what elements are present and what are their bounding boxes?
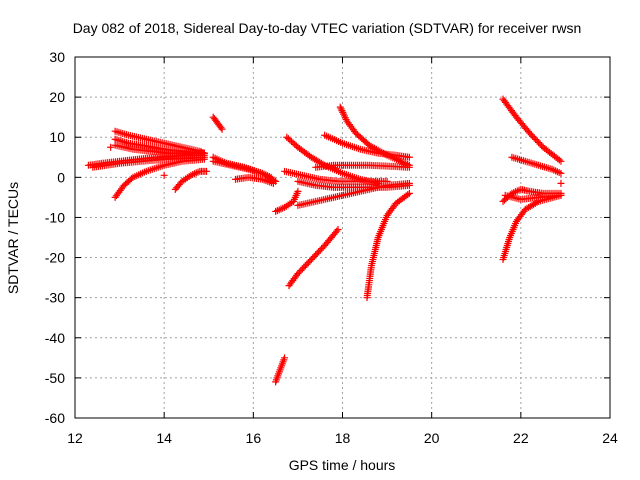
data-point	[557, 179, 565, 187]
data-point	[527, 131, 535, 139]
series-arc-14	[281, 167, 391, 185]
y-tick-label: 20	[49, 89, 65, 105]
series-arc-20	[272, 354, 289, 386]
data-point	[301, 262, 309, 270]
data-point	[107, 143, 115, 151]
y-tick-label: -60	[45, 410, 65, 426]
data-point	[334, 225, 342, 233]
data-point	[269, 179, 277, 187]
data-point	[203, 167, 211, 175]
y-tick-label: -10	[45, 209, 65, 225]
data-point	[294, 270, 302, 278]
series-arc-19	[312, 161, 413, 171]
series-arc-18	[336, 103, 413, 169]
x-axis-label: GPS time / hours	[289, 457, 396, 473]
x-tick-label: 14	[156, 430, 172, 446]
data-point	[405, 189, 413, 197]
data-point	[391, 201, 399, 209]
series-arc-27	[499, 191, 565, 264]
data-point	[304, 259, 312, 267]
data-point	[533, 137, 541, 145]
chart-title: Day 082 of 2018, Sidereal Day-to-day VTE…	[73, 20, 582, 36]
y-axis-label: SDTVAR / TECUs	[5, 182, 21, 294]
data-point	[405, 153, 413, 161]
data-point	[530, 134, 538, 142]
axis-ticks: 12 14 16 18 20 22 24 -60 -50 -40 -30 -20 -10 0 10 20 30	[45, 49, 618, 446]
series-arc-11	[232, 173, 277, 187]
data-marks	[84, 95, 565, 386]
data-point	[315, 248, 323, 256]
data-point	[298, 265, 306, 273]
data-point	[333, 227, 341, 235]
x-tick-label: 16	[246, 430, 262, 446]
data-point	[310, 252, 318, 260]
data-point	[160, 171, 168, 179]
series-arc-7	[171, 167, 211, 193]
series-isolated	[107, 143, 565, 187]
series-arc-12	[272, 187, 302, 215]
data-point	[303, 260, 311, 268]
data-point	[297, 266, 305, 274]
y-tick-label: -50	[45, 370, 65, 386]
data-point	[197, 148, 205, 156]
data-point	[307, 256, 315, 264]
series-arc-6	[111, 155, 208, 201]
x-tick-label: 18	[335, 430, 351, 446]
y-tick-label: -40	[45, 330, 65, 346]
data-point	[318, 245, 326, 253]
data-point	[404, 191, 412, 199]
data-point	[536, 140, 544, 148]
data-point	[535, 139, 543, 147]
series-arc-16	[294, 179, 413, 209]
data-point	[555, 156, 563, 164]
data-point	[200, 155, 208, 163]
data-point	[532, 135, 540, 143]
data-point	[313, 249, 321, 257]
x-tick-label: 24	[602, 430, 618, 446]
y-tick-label: 10	[49, 129, 65, 145]
x-tick-label: 20	[424, 430, 440, 446]
y-tick-label: -20	[45, 250, 65, 266]
x-tick-label: 12	[67, 430, 83, 446]
y-tick-label: 0	[57, 169, 65, 185]
data-point	[217, 124, 225, 132]
data-point	[218, 125, 226, 133]
series-arc-23	[499, 95, 565, 165]
y-tick-label: -30	[45, 290, 65, 306]
data-point	[281, 354, 289, 362]
data-point	[526, 129, 534, 137]
data-point	[300, 263, 308, 271]
series-arc-8	[209, 113, 226, 133]
data-point	[316, 246, 324, 254]
data-point	[529, 132, 537, 140]
x-tick-label: 22	[513, 430, 529, 446]
data-point	[533, 198, 541, 206]
data-point	[200, 149, 208, 157]
data-point	[306, 257, 314, 265]
series-arc-21	[285, 225, 342, 290]
data-point	[294, 187, 302, 195]
data-point	[557, 191, 565, 199]
series-arc-17	[321, 131, 413, 161]
series-arc-5	[111, 141, 208, 157]
data-point	[312, 251, 320, 259]
data-point	[405, 163, 413, 171]
series-arc-24	[508, 153, 565, 177]
data-point	[309, 254, 317, 262]
data-point	[557, 169, 565, 177]
data-point	[295, 268, 303, 276]
y-tick-label: 30	[49, 49, 65, 65]
data-point	[405, 179, 413, 187]
data-point	[557, 157, 565, 165]
series-arc-22	[363, 189, 413, 302]
